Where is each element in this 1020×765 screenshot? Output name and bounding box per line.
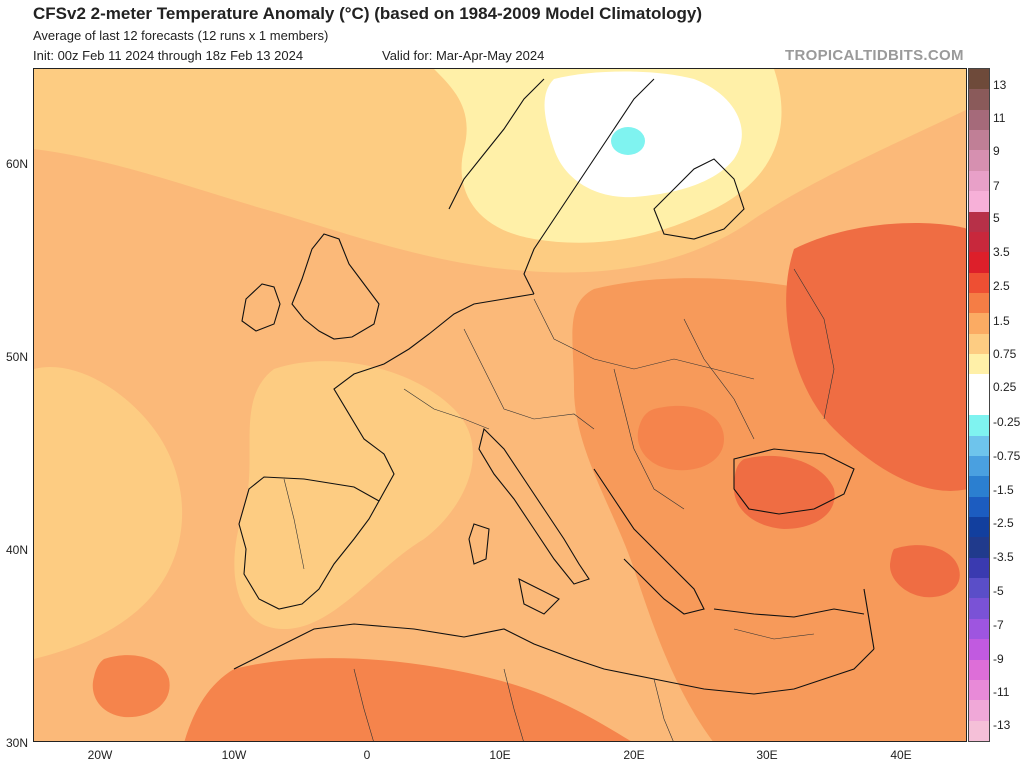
lon-label-40e: 40E bbox=[890, 748, 912, 762]
colorbar-label: -1.5 bbox=[993, 483, 1014, 497]
init-time: Init: 00z Feb 11 2024 through 18z Feb 13… bbox=[33, 48, 304, 63]
colorbar-swatch bbox=[969, 557, 989, 579]
colorbar-swatch bbox=[969, 374, 989, 396]
lon-label-0: 0 bbox=[363, 748, 371, 762]
colorbar-swatch bbox=[969, 415, 989, 437]
lat-label-30n: 30N bbox=[5, 736, 28, 750]
colorbar bbox=[968, 68, 990, 742]
colorbar-label: -0.25 bbox=[993, 415, 1020, 429]
colorbar-swatch bbox=[969, 191, 989, 213]
colorbar-swatch bbox=[969, 496, 989, 518]
colorbar-swatch bbox=[969, 598, 989, 620]
colorbar-label: 0.25 bbox=[993, 380, 1017, 394]
colorbar-swatch bbox=[969, 354, 989, 375]
colorbar-swatch bbox=[969, 679, 989, 701]
colorbar-swatch bbox=[969, 517, 989, 538]
colorbar-label: -13 bbox=[993, 718, 1011, 732]
lon-label-30e: 30E bbox=[756, 748, 778, 762]
colorbar-swatch bbox=[969, 435, 989, 457]
colorbar-swatch bbox=[969, 231, 989, 253]
map-title: CFSv2 2-meter Temperature Anomaly (°C) (… bbox=[33, 4, 703, 23]
colorbar-label: 5 bbox=[993, 211, 1000, 225]
valid-period: Valid for: Mar-Apr-May 2024 bbox=[382, 48, 545, 63]
colorbar-swatch bbox=[969, 313, 989, 335]
colorbar-swatch bbox=[969, 333, 989, 355]
anomaly-field-west bbox=[234, 361, 473, 629]
lat-label-40n: 40N bbox=[5, 543, 28, 557]
colorbar-swatch bbox=[969, 578, 989, 599]
anomaly-field-russia bbox=[786, 223, 966, 491]
lon-label-10e: 10E bbox=[489, 748, 511, 762]
colorbar-swatch bbox=[969, 211, 989, 233]
anomaly-field-balkans bbox=[637, 405, 724, 471]
anomaly-field-atlantic bbox=[34, 367, 183, 659]
anomaly-field-cool bbox=[611, 127, 645, 155]
colorbar-label: 9 bbox=[993, 144, 1000, 158]
colorbar-label: -11 bbox=[993, 685, 1010, 699]
colorbar-label: -9 bbox=[993, 652, 1004, 666]
anomaly-field-africa bbox=[184, 658, 631, 741]
political-borders bbox=[283, 268, 835, 741]
lon-label-20w: 20W bbox=[87, 748, 113, 762]
lon-label-10w: 10W bbox=[221, 748, 247, 762]
colorbar-swatch bbox=[969, 272, 989, 294]
colorbar-swatch bbox=[969, 109, 989, 131]
anomaly-map bbox=[33, 68, 967, 742]
colorbar-swatch bbox=[969, 89, 989, 111]
colorbar-swatch bbox=[969, 150, 989, 172]
colorbar-label: 2.5 bbox=[993, 279, 1010, 293]
map-canvas bbox=[34, 69, 966, 741]
colorbar-label: 11 bbox=[993, 111, 1006, 125]
lat-label-60n: 60N bbox=[5, 157, 28, 171]
colorbar-swatch bbox=[969, 700, 989, 722]
colorbar-label: 13 bbox=[993, 78, 1007, 92]
colorbar-swatch bbox=[969, 170, 989, 192]
colorbar-swatch bbox=[969, 252, 989, 274]
lon-label-20e: 20E bbox=[623, 748, 645, 762]
anomaly-field-levant bbox=[889, 545, 960, 598]
colorbar-label: -7 bbox=[993, 618, 1004, 632]
colorbar-swatch bbox=[969, 618, 989, 640]
colorbar-label: -5 bbox=[993, 584, 1004, 598]
map-subtitle: Average of last 12 forecasts (12 runs x … bbox=[33, 28, 329, 43]
brand-watermark: TROPICALTIDBITS.COM bbox=[785, 47, 964, 64]
colorbar-swatch bbox=[969, 720, 989, 742]
colorbar-swatch bbox=[969, 476, 989, 498]
coastlines bbox=[233, 78, 875, 695]
lat-label-50n: 50N bbox=[5, 350, 28, 364]
colorbar-swatch bbox=[969, 69, 989, 90]
colorbar-swatch bbox=[969, 130, 989, 151]
colorbar-swatch bbox=[969, 659, 989, 681]
colorbar-swatch bbox=[969, 639, 989, 661]
colorbar-label: 3.5 bbox=[993, 245, 1010, 259]
colorbar-swatch bbox=[969, 537, 989, 559]
anomaly-field-neutral bbox=[544, 71, 742, 198]
colorbar-swatch bbox=[969, 394, 989, 416]
anomaly-field-canary bbox=[92, 655, 170, 718]
colorbar-swatch bbox=[969, 293, 989, 314]
colorbar-swatch bbox=[969, 455, 989, 477]
colorbar-label: -3.5 bbox=[993, 550, 1014, 564]
colorbar-label: 0.75 bbox=[993, 347, 1017, 361]
colorbar-label: 7 bbox=[993, 179, 1000, 193]
colorbar-label: -2.5 bbox=[993, 516, 1014, 530]
colorbar-label: 1.5 bbox=[993, 314, 1010, 328]
colorbar-label: -0.75 bbox=[993, 449, 1020, 463]
